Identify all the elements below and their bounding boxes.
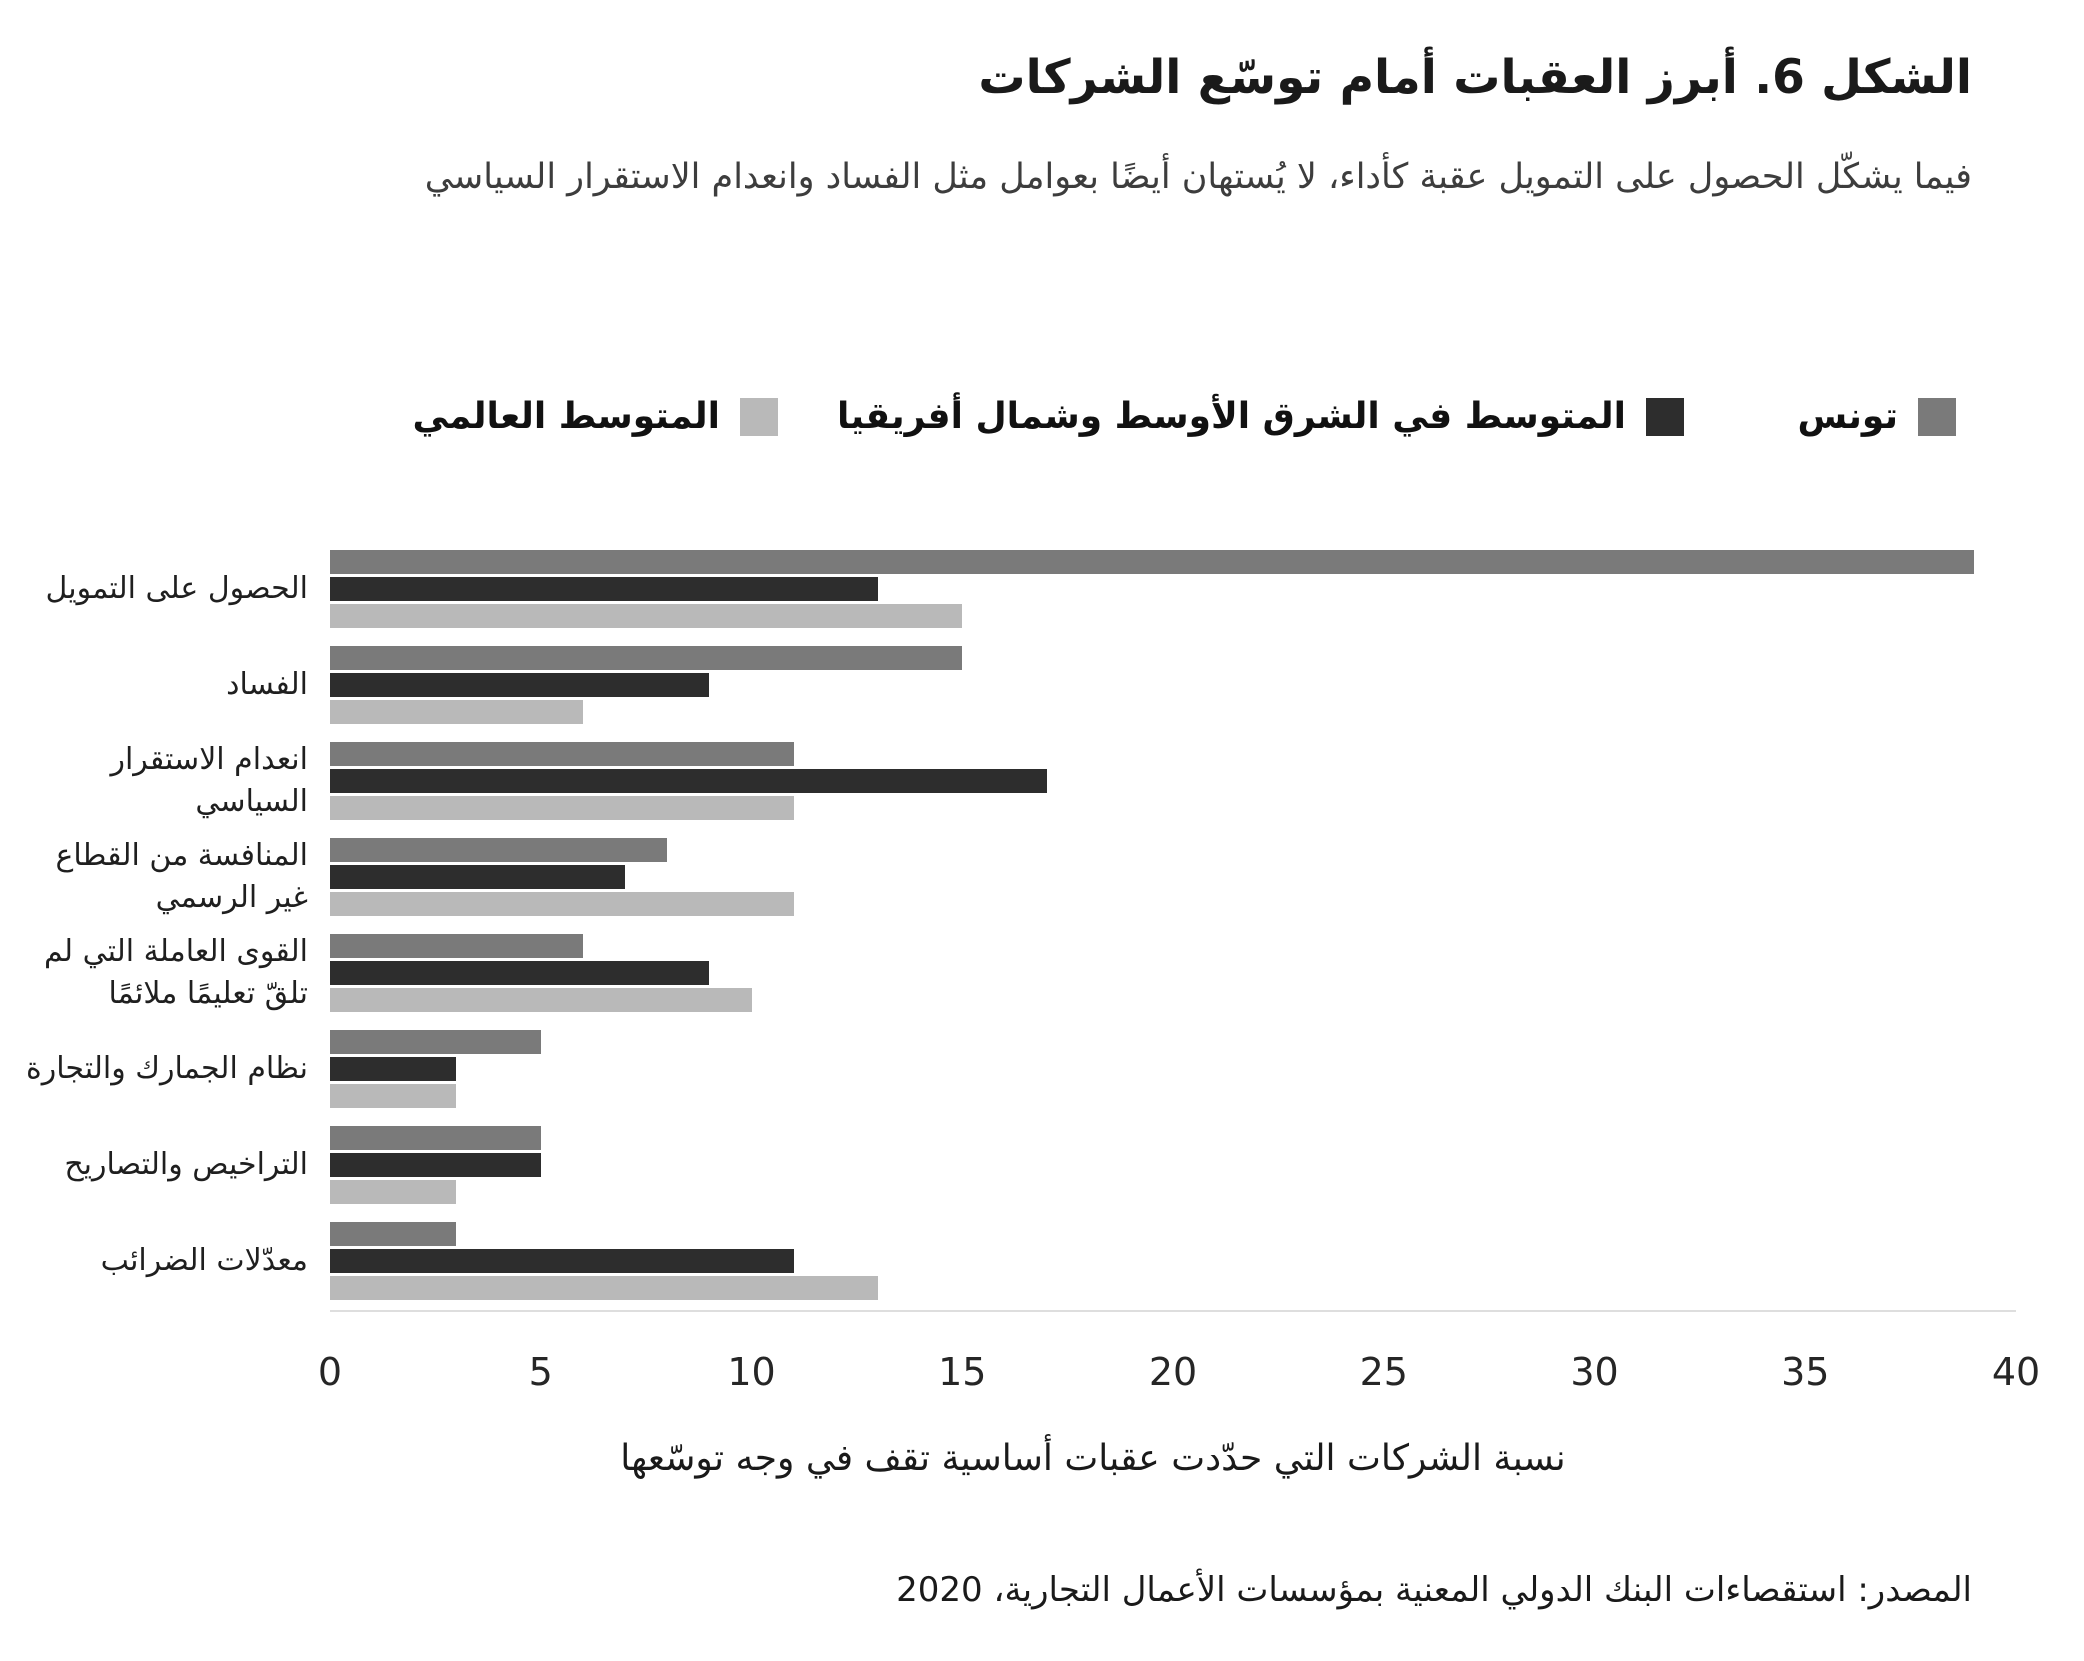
bar-group: الفساد — [226, 646, 2016, 724]
bar-mena — [330, 961, 710, 985]
bar-group: معدّلات الضرائب — [101, 1222, 2016, 1300]
legend-item-tunisia: تونس — [1797, 396, 1956, 437]
x-tick: 0 — [317, 1350, 343, 1394]
bar-tunisia — [330, 1030, 541, 1054]
bar-world — [330, 700, 583, 724]
bar-mena — [330, 1057, 457, 1081]
bar-tunisia — [330, 646, 963, 670]
bar-mena — [330, 577, 878, 601]
bar-mena — [330, 769, 1047, 793]
category-label: الحصول على التمويل — [45, 571, 309, 606]
category-label: المنافسة من القطاع غير الرسمي — [55, 838, 308, 915]
legend-label-world: المتوسط العالمي — [412, 396, 720, 437]
bar-tunisia — [330, 742, 794, 766]
chart-plot: الحصول على التمويل الفساد انعدام الاستقرار… — [26, 546, 2016, 1312]
category-label: انعدام الاستقرار السياسي — [110, 742, 308, 819]
bar-group: المنافسة من القطاع غير الرسمي — [56, 838, 2016, 916]
bar-tunisia — [330, 1126, 541, 1150]
bar-world — [330, 1084, 457, 1108]
x-axis-ticks: 0 5 10 15 20 25 30 35 40 — [318, 1350, 2040, 1396]
bar-world — [330, 988, 752, 1012]
legend-swatch-mena — [1646, 397, 1684, 436]
bar-tunisia — [330, 838, 668, 862]
bar-tunisia — [330, 1222, 457, 1246]
category-label: نظام الجمارك والتجارة — [25, 1051, 308, 1086]
x-tick: 40 — [1991, 1350, 2041, 1394]
bar-world — [330, 1276, 878, 1300]
x-tick: 25 — [1359, 1350, 1408, 1394]
x-axis-line — [330, 1310, 2016, 1312]
bar-mena — [330, 673, 710, 697]
legend-label-mena: المتوسط في الشرق الأوسط وشمال أفريقيا — [836, 396, 1626, 437]
category-label: التراخيص والتصاريح — [64, 1147, 308, 1182]
legend-item-world: المتوسط العالمي — [412, 396, 778, 437]
figure-subtitle: فيما يشكّل الحصول على التمويل عقبة كأداء… — [424, 157, 1972, 197]
bar-tunisia — [330, 550, 1974, 574]
x-tick: 35 — [1781, 1350, 1830, 1394]
source-note: المصدر: استقصاءات البنك الدولي المعنية ب… — [896, 1570, 1972, 1610]
bar-group: الحصول على التمويل — [46, 550, 2016, 628]
bar-tunisia — [330, 934, 583, 958]
legend-label-tunisia: تونس — [1797, 396, 1899, 437]
bar-groups: الحصول على التمويل الفساد انعدام الاستقرار… — [26, 546, 2016, 1300]
x-tick: 15 — [938, 1350, 987, 1394]
category-label: معدّلات الضرائب — [100, 1243, 308, 1278]
bar-world — [330, 796, 794, 820]
x-tick: 30 — [1570, 1350, 1619, 1394]
bar-world — [330, 1180, 457, 1204]
bar-world — [330, 604, 963, 628]
bar-group: القوى العاملة التي لم تلقّ تعليمًا ملائم… — [44, 934, 2016, 1012]
bar-group: نظام الجمارك والتجارة — [26, 1030, 2016, 1108]
legend-swatch-world — [740, 397, 778, 436]
bar-mena — [330, 1153, 541, 1177]
category-label: القوى العاملة التي لم تلقّ تعليمًا ملائم… — [43, 934, 308, 1011]
bar-mena — [330, 1249, 794, 1273]
category-label: الفساد — [226, 667, 308, 702]
x-tick: 10 — [727, 1350, 776, 1394]
x-axis-label: نسبة الشركات التي حدّدت عقبات أساسية تقف… — [620, 1438, 1566, 1479]
x-tick: 5 — [528, 1350, 553, 1394]
x-tick: 20 — [1148, 1350, 1198, 1394]
legend-swatch-tunisia — [1918, 397, 1956, 436]
bar-group: انعدام الاستقرار السياسي — [110, 742, 2016, 820]
figure-title: الشكل 6. أبرز العقبات أمام توسّع الشركات — [978, 50, 1972, 105]
bar-group: التراخيص والتصاريح — [64, 1126, 2016, 1204]
bar-world — [330, 892, 794, 916]
legend-item-mena: المتوسط في الشرق الأوسط وشمال أفريقيا — [837, 396, 1684, 437]
bar-mena — [330, 865, 626, 889]
